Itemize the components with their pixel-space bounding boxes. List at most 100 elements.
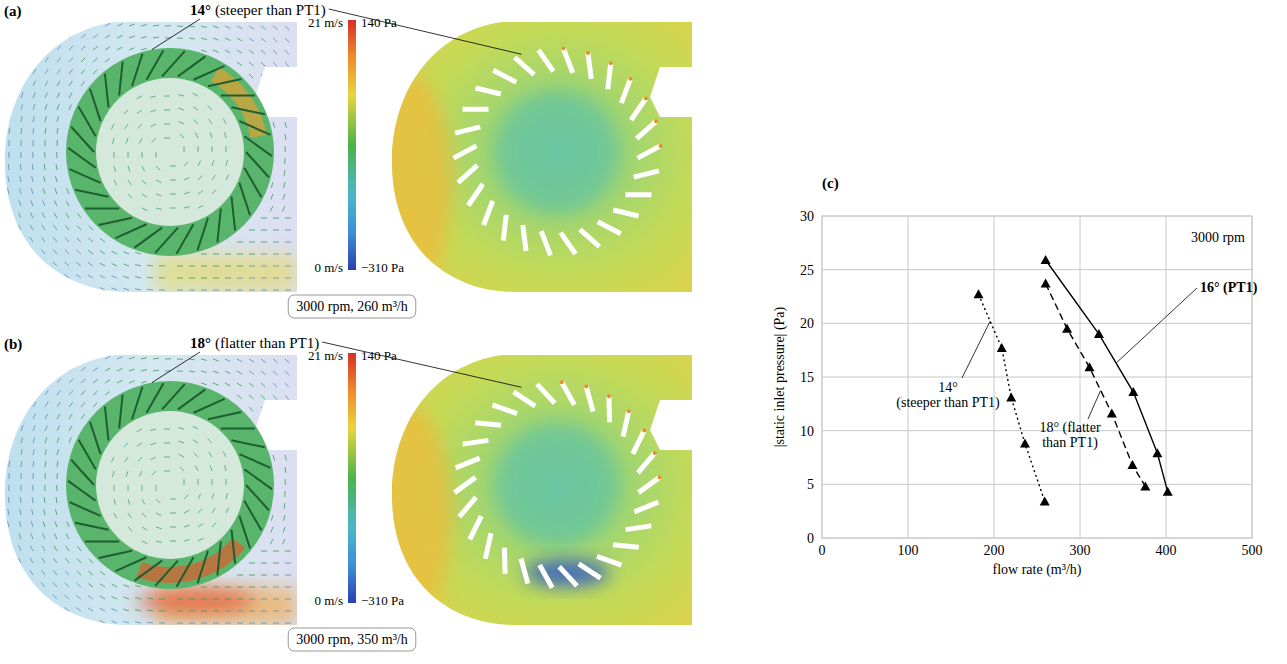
velocity-vector	[7, 545, 9, 551]
velocity-vector	[7, 200, 9, 206]
velocity-vector	[273, 395, 277, 400]
velocity-vector	[237, 383, 242, 386]
rotor-blade-vector	[79, 107, 96, 136]
velocity-vector	[114, 166, 115, 172]
blade	[636, 144, 661, 161]
velocity-vector	[212, 508, 215, 513]
blade	[453, 475, 477, 494]
rotor-blade-vector	[132, 54, 142, 86]
blade	[561, 48, 575, 74]
rotor-blade-vector	[208, 79, 241, 86]
velocity-vector	[184, 207, 190, 208]
tick-label: 400	[1156, 543, 1177, 558]
velocity-vector	[81, 367, 86, 371]
velocity-vector	[170, 166, 176, 167]
velocity-vector	[32, 164, 34, 170]
velocity-vector	[33, 128, 35, 134]
velocity-vector	[225, 359, 230, 361]
velocity-vector	[189, 623, 195, 624]
blade-angle: 14°	[190, 2, 211, 18]
velocity-vector	[147, 622, 153, 624]
velocity-vector	[213, 383, 219, 385]
velocity-vector	[261, 575, 267, 576]
pressure-image	[362, 22, 692, 292]
velocity-vector	[45, 437, 47, 443]
velocity-vector	[33, 140, 34, 146]
velocity-vector	[126, 138, 128, 144]
velocity-vector	[153, 25, 159, 27]
series-label-line: than PT1)	[1042, 435, 1098, 451]
velocity-vector	[114, 499, 115, 505]
velocity-vector	[53, 262, 57, 266]
blade-tip-pressure	[658, 144, 662, 148]
velocity-vector	[100, 287, 105, 290]
velocity-vector	[273, 98, 276, 103]
rotor-blade-vector	[239, 454, 270, 468]
velocity-vector	[150, 96, 156, 97]
colorbar-label: −310 Pa	[361, 260, 404, 275]
velocity-vector	[201, 359, 207, 360]
velocity-vector	[111, 609, 117, 611]
velocity-vector	[213, 26, 219, 28]
leader-line	[329, 9, 522, 54]
tick-label: 0	[807, 531, 814, 546]
rotor-blade-vector	[75, 523, 108, 530]
velocity-vector	[164, 96, 170, 97]
velocity-vector	[45, 104, 47, 110]
velocity-vector	[261, 419, 265, 424]
velocity-vector	[88, 275, 93, 278]
velocity-vector	[81, 69, 85, 74]
velocity-vector	[32, 509, 33, 515]
velocity-vector	[141, 358, 147, 359]
velocity-vector	[33, 473, 34, 479]
velocity-vector	[237, 623, 243, 624]
colorbar-label: −310 Pa	[361, 593, 404, 608]
rotor-blade-vector	[178, 389, 205, 409]
velocity-vector	[184, 479, 185, 485]
velocity-vector	[112, 596, 117, 599]
velocity-vector	[285, 599, 291, 600]
velocity-vector	[164, 138, 170, 139]
velocity-vector	[41, 286, 45, 290]
velocity-vector	[45, 390, 49, 395]
velocity-vector	[225, 623, 231, 624]
velocity-vector	[42, 558, 45, 563]
velocity-vector	[88, 238, 93, 242]
colorbar-label: 140 Pa	[361, 15, 397, 30]
velocity-vector	[261, 551, 267, 552]
velocity-vector	[81, 414, 85, 419]
velocity-vector	[283, 182, 285, 188]
velocity-vector	[271, 182, 273, 188]
velocity-vector	[285, 26, 289, 30]
rotor-blade-vector	[198, 551, 208, 583]
velocity-vector	[88, 608, 93, 611]
velocity-vector	[57, 390, 61, 395]
velocity-vector	[201, 587, 207, 588]
velocity-vector	[177, 290, 183, 291]
velocity-vector	[135, 265, 141, 266]
velocity-vector	[129, 381, 135, 383]
velocity-vector	[285, 611, 291, 612]
marker	[1152, 448, 1162, 457]
velocity-vector	[226, 493, 227, 499]
velocity-vector	[56, 152, 57, 158]
velocity-vector	[41, 237, 45, 242]
velocity-vector	[17, 286, 21, 290]
velocity-vector	[198, 538, 203, 541]
blade	[512, 390, 536, 408]
rotor-blade-vector	[246, 152, 269, 177]
velocity-vector	[285, 455, 287, 461]
velocity-vector	[21, 449, 22, 455]
velocity-vector	[114, 513, 117, 518]
velocity-vector	[249, 371, 254, 374]
velocity-vector	[249, 611, 255, 612]
velocity-vector	[88, 263, 93, 266]
velocity-vector	[225, 278, 231, 279]
velocity-vector	[21, 461, 23, 467]
velocity-vector	[128, 180, 131, 185]
velocity-vector	[33, 390, 36, 395]
velocity-vector	[44, 485, 45, 491]
velocity-vector	[54, 201, 57, 206]
marker	[1041, 255, 1051, 264]
velocity-vector	[285, 218, 291, 219]
